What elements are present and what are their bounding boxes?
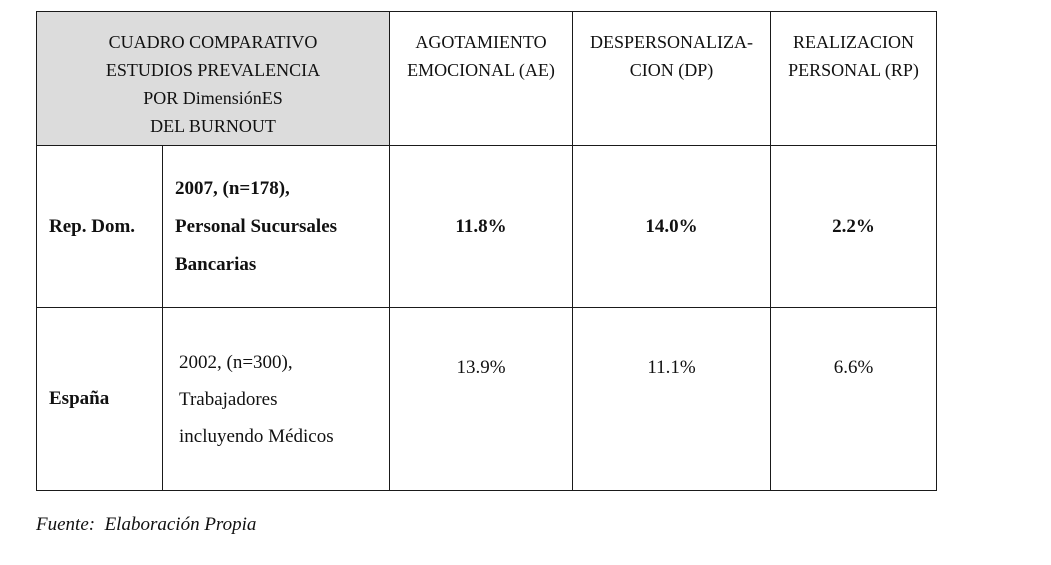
column-header-line: REALIZACION bbox=[793, 32, 914, 52]
table-title-line: POR DimensiónES bbox=[143, 88, 283, 108]
table-title-cell: CUADRO COMPARATIVO ESTUDIOS PREVALENCIA … bbox=[36, 11, 390, 146]
table-header-row: CUADRO COMPARATIVO ESTUDIOS PREVALENCIA … bbox=[36, 11, 937, 146]
study-cell: 2007, (n=178), Personal Sucursales Banca… bbox=[162, 145, 390, 308]
column-header-line: EMOCIONAL (AE) bbox=[407, 60, 555, 80]
column-header-line: DESPERSONALIZA- bbox=[589, 32, 753, 52]
country-cell: Rep. Dom. bbox=[36, 145, 163, 308]
table-title-line: ESTUDIOS PREVALENCIA bbox=[105, 60, 321, 80]
country-cell: España bbox=[36, 307, 163, 491]
value-dp: 14.0% bbox=[572, 145, 771, 308]
study-line: 2007, (n=178), bbox=[175, 177, 290, 199]
source-caption: Fuente: Elaboración Propia bbox=[36, 514, 257, 535]
table-title-line: CUADRO COMPARATIVO bbox=[108, 32, 318, 52]
value-ae: 11.8% bbox=[389, 145, 573, 308]
column-header-rp: REALIZACION PERSONAL (RP) bbox=[770, 11, 937, 146]
column-header-line: PERSONAL (RP) bbox=[788, 60, 919, 80]
column-header-line: AGOTAMIENTO bbox=[415, 32, 547, 52]
value-rp: 2.2% bbox=[770, 145, 937, 308]
study-line: 2002, (n=300), bbox=[179, 351, 293, 373]
study-cell: 2002, (n=300), Trabajadores incluyendo M… bbox=[162, 307, 390, 491]
column-header-dp: DESPERSONALIZA- CION (DP) bbox=[572, 11, 771, 146]
value-dp: 11.1% bbox=[572, 307, 771, 491]
table-title-line: DEL BURNOUT bbox=[150, 116, 276, 136]
comparison-table: CUADRO COMPARATIVO ESTUDIOS PREVALENCIA … bbox=[36, 11, 937, 491]
table-row: España 2002, (n=300), Trabajadores inclu… bbox=[36, 307, 937, 491]
column-header-line: CION (DP) bbox=[629, 60, 714, 80]
table-row: Rep. Dom. 2007, (n=178), Personal Sucurs… bbox=[36, 145, 937, 308]
study-line: Trabajadores bbox=[179, 388, 278, 410]
column-header-ae: AGOTAMIENTO EMOCIONAL (AE) bbox=[389, 11, 573, 146]
value-rp: 6.6% bbox=[770, 307, 937, 491]
study-line: Bancarias bbox=[175, 253, 257, 275]
study-line: Personal Sucursales bbox=[175, 215, 338, 237]
study-line: incluyendo Médicos bbox=[179, 425, 334, 447]
value-ae: 13.9% bbox=[389, 307, 573, 491]
